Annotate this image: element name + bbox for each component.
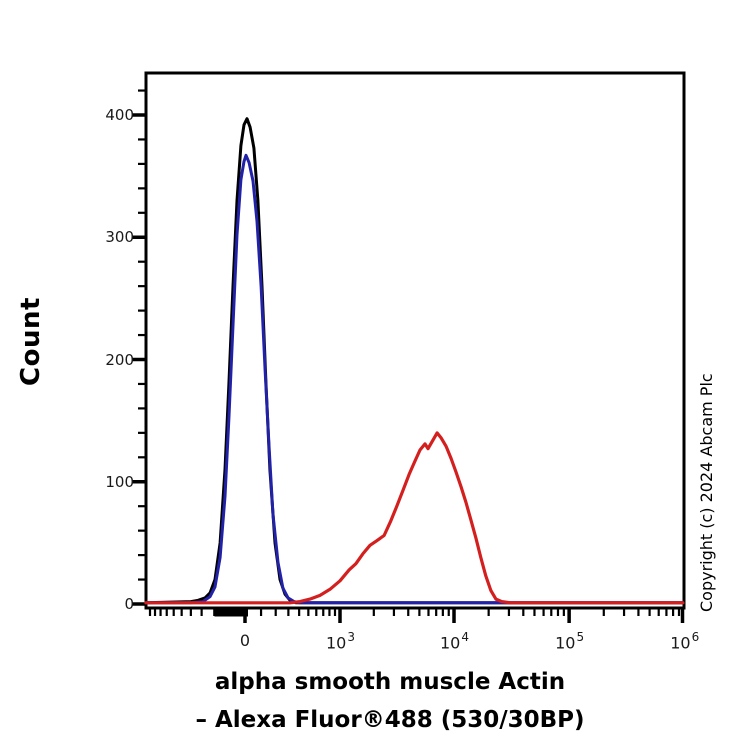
x-tick-label: 104 — [440, 630, 469, 653]
copyright-text: Copyright (c) 2024 Abcam Plc — [697, 373, 716, 612]
y-tick-label: 300 — [105, 228, 134, 247]
plot-frame — [144, 71, 686, 610]
x-tick-label: 106 — [670, 630, 700, 653]
y-axis-title: Count — [16, 297, 46, 386]
y-tick-label: 100 — [105, 472, 134, 491]
x-tick-label: 103 — [325, 630, 355, 653]
y-tick-label: 200 — [105, 350, 134, 369]
x-tick-label: 105 — [555, 630, 585, 653]
x-tick-label: 0 — [239, 631, 251, 650]
blue-curve — [144, 153, 685, 605]
x-axis-title-line2: – Alexa Fluor®488 (530/30BP) — [195, 707, 585, 733]
x-zero-tick-cluster — [214, 608, 248, 617]
x-axis-title-line1: alpha smooth muscle Actin — [214, 669, 566, 695]
black-curve — [144, 117, 685, 605]
y-tick-label: 400 — [105, 106, 134, 124]
red-curve — [144, 431, 685, 605]
y-tick-label: 0 — [124, 595, 134, 613]
